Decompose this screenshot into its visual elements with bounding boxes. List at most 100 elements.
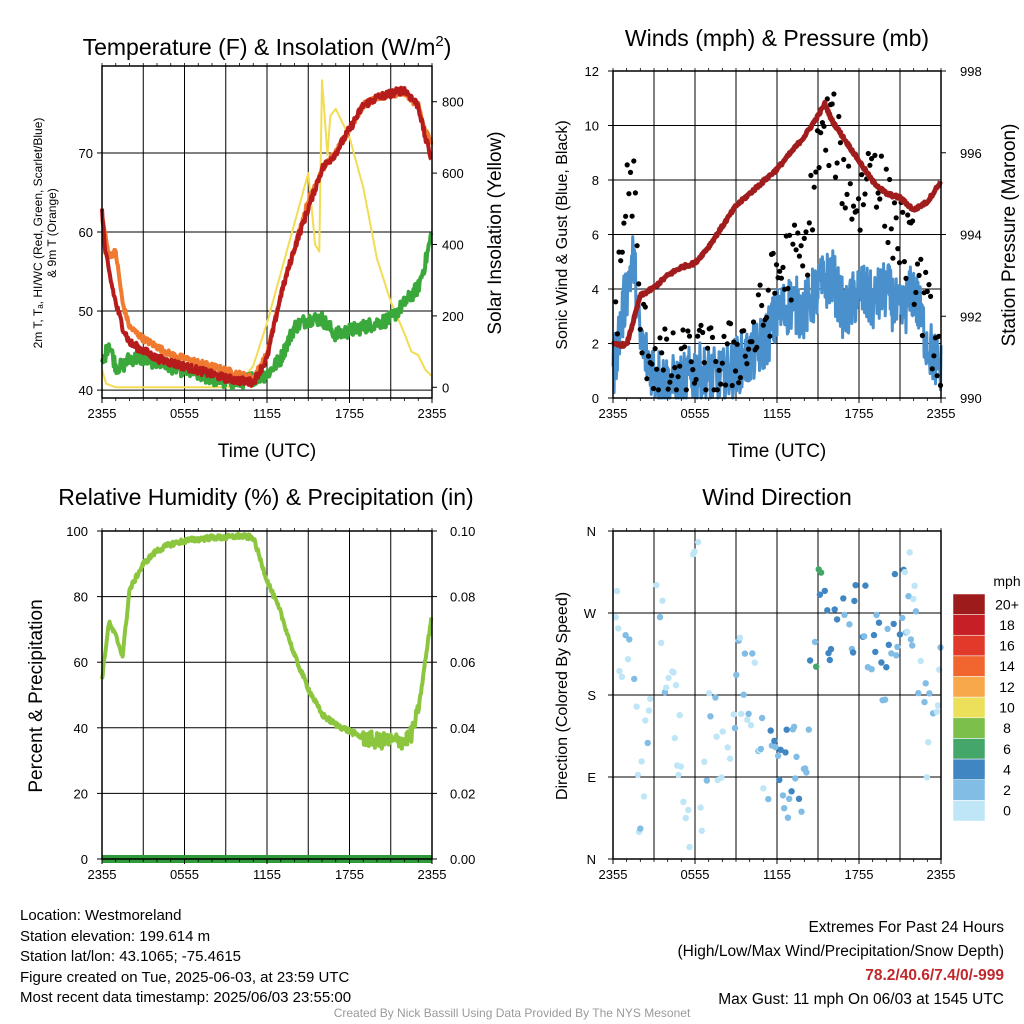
gust-point [614, 331, 621, 337]
direction-point [626, 636, 633, 643]
gust-point [859, 172, 865, 178]
gust-point [791, 222, 798, 228]
direction-point [777, 746, 784, 753]
gust-point [914, 261, 921, 267]
direction-point [878, 659, 885, 666]
x-tick-label: 2355 [927, 406, 956, 421]
gust-point [846, 163, 852, 169]
direction-point [686, 843, 693, 851]
gust-point [849, 216, 855, 222]
gust-point [742, 353, 748, 359]
y-tick-label: 60 [74, 655, 88, 670]
gust-point [736, 380, 742, 386]
x-tick-label: 1155 [253, 867, 281, 882]
direction-point [907, 636, 915, 643]
gust-point [657, 335, 663, 341]
direction-point [760, 785, 767, 792]
gust-point [905, 212, 911, 218]
direction-point [912, 608, 920, 615]
direction-point [911, 582, 918, 589]
gust-point [911, 301, 917, 307]
gust-point [855, 196, 862, 202]
gust-point [924, 288, 930, 295]
direction-point [656, 613, 664, 621]
chart-title: Winds (mph) & Pressure (mb) [625, 25, 929, 51]
gust-point [929, 366, 935, 372]
colorbar-swatch [952, 800, 986, 822]
gust-point [639, 350, 645, 356]
gust-point [662, 326, 668, 332]
gust-point [708, 325, 714, 331]
gust-point [928, 293, 934, 299]
direction-point [813, 663, 820, 670]
direction-point [653, 581, 660, 589]
y-tick-label: 2 [592, 337, 599, 352]
gust-point [916, 272, 922, 278]
direction-point [765, 795, 772, 803]
colorbar-swatch [952, 593, 986, 615]
gust-point [913, 289, 919, 296]
direction-point [894, 643, 901, 651]
gust-point [650, 385, 657, 392]
direction-point [698, 827, 705, 834]
direction-point [922, 680, 929, 687]
y-right-tick-label: 400 [442, 237, 464, 252]
gust-point [770, 250, 776, 256]
x-tick-label: 2355 [418, 867, 447, 882]
direction-point [644, 739, 651, 747]
max-gust-text: Max Gust: 11 mph On 06/03 at 1545 UTC [718, 991, 1004, 1008]
y-right-tick-label: 0 [442, 380, 449, 395]
gust-point [729, 382, 735, 389]
direction-point [691, 548, 698, 555]
colorbar-label: 14 [999, 658, 1015, 674]
x-tick-label: 2355 [599, 406, 628, 421]
gust-point [801, 235, 807, 241]
direction-point [793, 753, 800, 760]
colorbar-swatch [952, 779, 986, 801]
gust-point [727, 321, 734, 327]
y-right-tick-label: 990 [960, 391, 982, 406]
direction-point [881, 696, 889, 703]
direction-point [803, 769, 810, 776]
direction-point [899, 614, 906, 622]
gust-point [837, 140, 844, 146]
y-right-tick-label: 0.04 [450, 721, 475, 736]
direction-point [694, 538, 702, 546]
gust-point [764, 314, 770, 321]
gust-point [857, 227, 863, 233]
gust-point [665, 386, 671, 392]
gust-point [750, 319, 757, 325]
gust-point [719, 360, 725, 366]
y-right-tick-label: 800 [442, 95, 464, 110]
direction-point [618, 673, 626, 680]
gust-point [624, 162, 630, 168]
direction-point [831, 606, 838, 613]
direction-point [917, 657, 924, 665]
gust-point [767, 333, 773, 339]
y-tick-label: 20 [74, 786, 88, 801]
direction-point [925, 739, 932, 746]
gust-point [686, 333, 693, 339]
gust-point [903, 275, 909, 281]
y-right-tick-label: 0.02 [450, 786, 475, 801]
direction-point [713, 733, 720, 740]
y-tick-label: 70 [79, 146, 93, 161]
chart-title: Wind Direction [702, 484, 852, 510]
direction-point [817, 569, 825, 576]
series-line-solar-insolation [101, 79, 433, 389]
x-tick-label: 2355 [418, 406, 447, 421]
direction-point [612, 614, 619, 621]
y-tick-label: 80 [74, 590, 88, 605]
recent-data-text: Most recent data timestamp: 2025/06/03 2… [20, 989, 352, 1006]
direction-point [790, 723, 798, 730]
direction-point [731, 724, 739, 732]
gust-point [777, 268, 783, 274]
direction-point [707, 713, 714, 720]
gust-point [934, 373, 940, 379]
extremes-panel: Extremes For Past 24 Hours (High/Low/Max… [678, 916, 1005, 1012]
direction-point [923, 774, 931, 781]
gust-point [832, 174, 839, 180]
y-axis-label: 2m T, Tₐ, HI/WC (Red, Green, Scarlet/Blu… [31, 118, 45, 349]
y-axis-label-2: & 9m T (Orange) [45, 188, 59, 278]
gust-point [698, 322, 704, 328]
